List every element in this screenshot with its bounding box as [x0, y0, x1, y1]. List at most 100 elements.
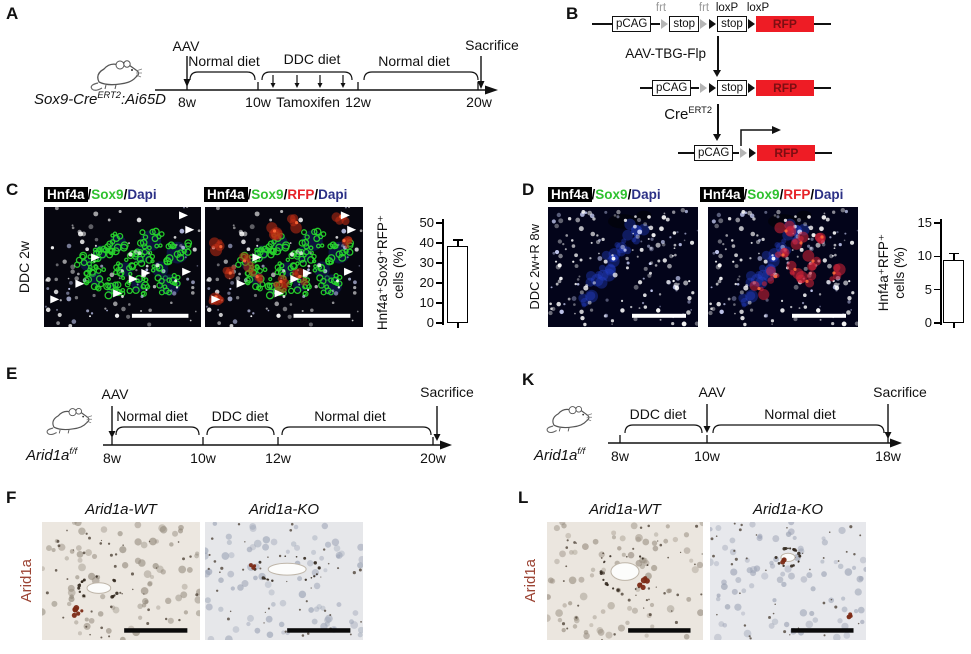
frt-site-label: frt [655, 2, 667, 14]
panel-c-image1-title: Hnf4a/Sox9/Dapi [44, 187, 157, 202]
timeline-a-sacrifice: Sacrifice [465, 37, 519, 53]
step-cre-ert2: CreERT2 [664, 105, 712, 123]
timeline-a-week-20w: 20w [466, 94, 492, 110]
panel-c-image2-title: Hnf4a/Sox9/RFP/Dapi [204, 187, 347, 202]
panel-label-d: D [522, 180, 535, 199]
construct-line [814, 87, 832, 89]
y-tick-label: 30 [419, 255, 434, 270]
if-image-d-rfp-dapi [708, 207, 858, 327]
hnf4a-label: Hnf4a [204, 187, 248, 202]
timeline-e-aav: AAV [101, 386, 129, 402]
timeline-k-seg2: Normal diet [764, 406, 836, 422]
dapi-label: Dapi [814, 187, 844, 202]
timeline-k-seg1: DDC diet [629, 406, 687, 422]
dapi-label: Dapi [318, 187, 348, 202]
panel-label-e: E [6, 364, 18, 383]
panel-label-l: L [518, 488, 529, 507]
dapi-label: Dapi [127, 187, 157, 202]
x-tick [457, 323, 459, 328]
error-cap [452, 239, 463, 241]
y-tick-label: 0 [426, 315, 434, 330]
panel-d-image2-title: Hnf4a/Sox9/RFP/Dapi [700, 187, 843, 202]
timeline-e-week-12w: 12w [265, 450, 291, 466]
x-tick [953, 323, 955, 328]
panel-c-side-label: DDC 2w [16, 240, 32, 294]
panel-l-side-label-wrap: Arid1a [520, 522, 540, 640]
timeline-a-seg2: DDC diet [283, 51, 341, 67]
y-tick-label: 50 [419, 215, 434, 230]
error-bar [457, 240, 459, 248]
timeline-k-graphic [608, 404, 902, 448]
error-bar [953, 253, 955, 262]
dapi-label: Dapi [631, 187, 661, 202]
construct-line [651, 23, 661, 25]
rfp-label: RFP [783, 187, 811, 202]
panel-f-side-label-wrap: Arid1a [16, 522, 36, 640]
stop-box: stop [717, 16, 747, 32]
timeline-e-seg1: Normal diet [116, 408, 188, 424]
timeline-e-week-8w: 8w [103, 450, 121, 466]
pcag-box: pCAG [612, 16, 652, 32]
y-tick [934, 322, 940, 324]
panel-label-a: A [6, 4, 19, 23]
cre-arrow-head [713, 134, 721, 141]
timeline-a-aav: AAV [172, 38, 200, 54]
timeline-k-week-18w: 18w [875, 448, 901, 464]
frt-site-icon [661, 19, 669, 29]
ihc-image-l-arid1a-wt [547, 522, 703, 640]
frt-site-icon [700, 83, 708, 93]
bar-chart-c: 0 10 20 30 40 50 [378, 200, 474, 350]
timeline-e-seg3: Normal diet [314, 408, 386, 424]
construct-row-2: pCAG stop RFP [640, 80, 832, 96]
timeline-a-week-10w: 10w [245, 94, 271, 110]
timeline-k-aav: AAV [698, 384, 726, 400]
error-cap [948, 252, 959, 255]
construct-line [640, 87, 652, 89]
construct-row-3: pCAG RFP [678, 145, 833, 161]
transcription-arrow [740, 126, 781, 146]
sox9-label: Sox9 [91, 187, 124, 202]
panel-l-side-label: Arid1a [521, 559, 539, 603]
timeline-k-week-10w: 10w [694, 448, 720, 464]
if-image-c-sox9-dapi [44, 207, 201, 327]
bar-chart-d: 0 5 10 15 [880, 200, 971, 350]
frt-site-icon [700, 19, 708, 29]
rfp-box: RFP [756, 80, 815, 96]
construct-line [691, 87, 700, 89]
construct-row-1: pCAG stop stop RFP [592, 16, 831, 32]
loxp-site-label: loxP [746, 2, 770, 14]
bar [447, 246, 468, 323]
pcag-box: pCAG [652, 80, 692, 96]
timeline-e-sacrifice: Sacrifice [420, 384, 474, 400]
stop-box: stop [717, 80, 748, 96]
y-tick [436, 242, 442, 244]
y-tick [436, 302, 442, 304]
panel-label-f: F [6, 488, 17, 507]
construct-line [813, 23, 831, 25]
rfp-label: RFP [287, 187, 315, 202]
loxp-site-icon [709, 19, 717, 29]
genotype-label-a: Sox9-CreERT2:Ai65D [34, 90, 166, 108]
panel-l-title-wt: Arid1a-WT [589, 501, 661, 518]
loxp-site-icon [747, 19, 755, 29]
timeline-a-seg1: Normal diet [188, 53, 260, 69]
loxp-site-label: loxP [715, 2, 739, 14]
panel-f-title-ko: Arid1a-KO [248, 501, 320, 518]
y-tick [934, 222, 940, 224]
pcag-box: pCAG [694, 145, 734, 161]
mouse-icon [46, 407, 92, 436]
y-tick-label: 10 [917, 248, 932, 264]
timeline-a-week-12w: 12w [345, 94, 371, 110]
panel-d-side-label-wrap: DDC 2w+R 8w [524, 207, 544, 327]
y-tick-label: 15 [917, 215, 932, 230]
panel-f-side-label: Arid1a [17, 559, 35, 603]
panel-f-title-wt: Arid1a-WT [85, 501, 157, 518]
y-tick [934, 288, 940, 291]
timeline-a-week-8w: 8w [178, 94, 196, 110]
sox9-label: Sox9 [747, 187, 780, 202]
step-aav-tbg-flp: AAV-TBG-Flp [625, 46, 706, 61]
if-image-c-sox9-rfp-dapi [205, 207, 363, 327]
genotype-label-k: Arid1af/f [534, 446, 586, 464]
construct-line [678, 152, 694, 154]
